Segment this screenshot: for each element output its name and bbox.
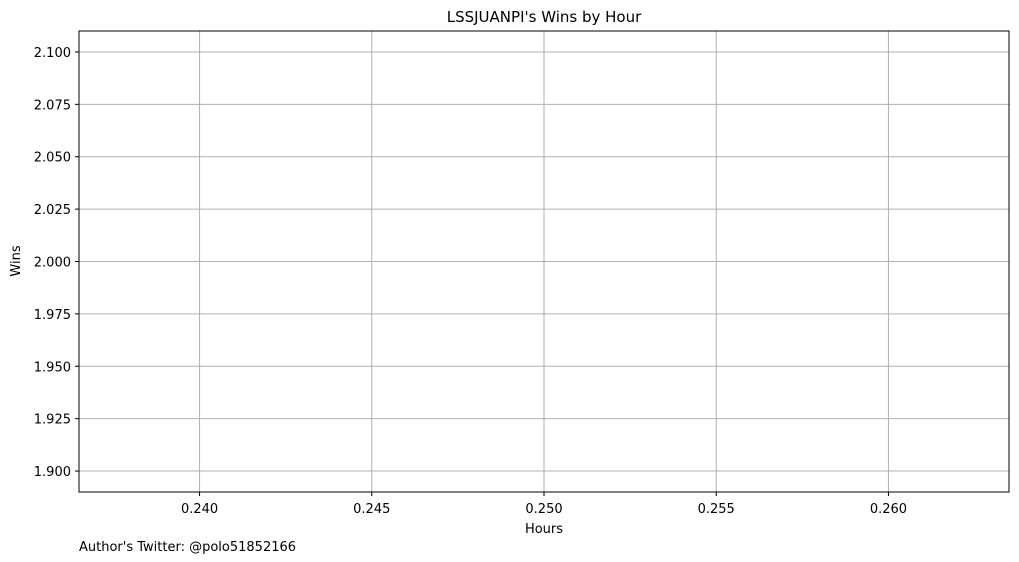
y-tick-label: 1.925 bbox=[34, 413, 71, 428]
y-tick-label: 1.975 bbox=[34, 308, 71, 323]
y-tick-label: 2.050 bbox=[34, 151, 71, 166]
x-tick-label: 0.250 bbox=[525, 502, 562, 517]
x-tick-label: 0.255 bbox=[698, 502, 735, 517]
y-axis-label: Wins bbox=[9, 245, 24, 276]
y-tick-label: 1.900 bbox=[34, 465, 71, 480]
y-tick-label: 2.075 bbox=[34, 98, 71, 113]
y-tick-label: 2.000 bbox=[34, 256, 71, 271]
author-twitter-credit: Author's Twitter: @polo51852166 bbox=[79, 540, 296, 555]
y-tick-label: 1.950 bbox=[34, 360, 71, 375]
chart-title: LSSJUANPI's Wins by Hour bbox=[447, 8, 642, 26]
x-axis-ticks: 0.240 0.245 0.250 0.255 0.260 bbox=[181, 492, 907, 517]
grid-lines bbox=[79, 31, 1009, 492]
x-tick-label: 0.260 bbox=[870, 502, 907, 517]
y-tick-label: 2.100 bbox=[34, 46, 71, 61]
y-tick-label: 2.025 bbox=[34, 203, 71, 218]
y-axis-ticks: 1.900 1.925 1.950 1.975 2.000 2.025 2.050 2.075… bbox=[34, 46, 79, 480]
x-tick-label: 0.240 bbox=[181, 502, 218, 517]
x-tick-label: 0.245 bbox=[353, 502, 390, 517]
x-axis-label: Hours bbox=[525, 522, 563, 537]
